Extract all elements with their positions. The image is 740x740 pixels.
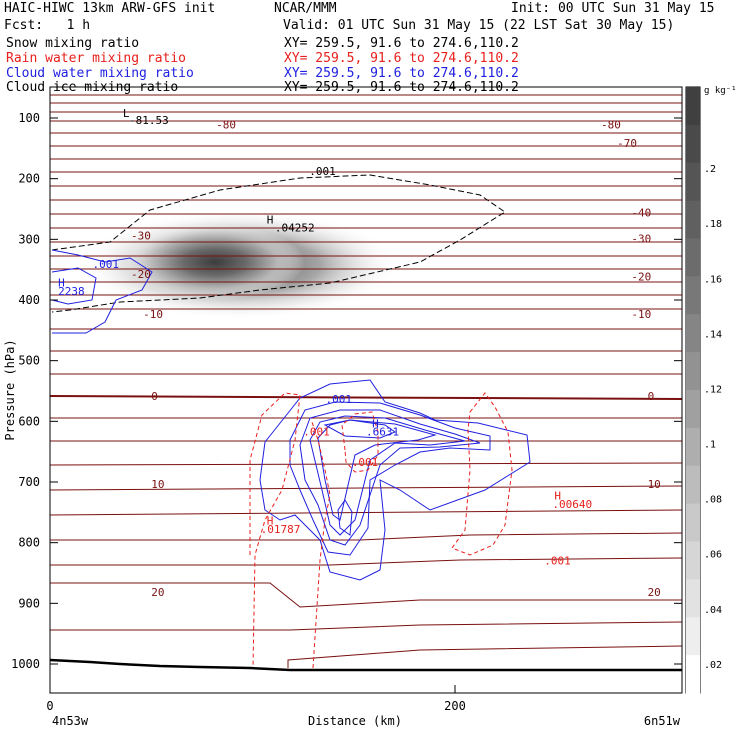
isotherm-label: -80	[601, 118, 621, 131]
isotherm-label: 0	[648, 390, 655, 403]
isotherm-label: -80	[216, 118, 236, 131]
isotherm-label: 10	[648, 478, 661, 491]
colorbar-tick-label: .2	[704, 164, 716, 175]
isotherm-label: -30	[631, 232, 651, 245]
field-xy-cloud-water: XY= 259.5, 91.6 to 274.6,110.2	[284, 66, 519, 81]
isotherm-label: 0	[151, 390, 158, 403]
contour-annotation: H	[58, 277, 65, 290]
y-tick-label: 200	[18, 172, 40, 186]
contour-annotation: .001	[544, 555, 571, 568]
contour-annotation: .001	[352, 456, 379, 469]
contour-annotation: H	[554, 490, 561, 503]
isotherm-label: 20	[151, 586, 164, 599]
x-right-location: 6n51w	[644, 714, 681, 728]
colorbar-cell	[686, 314, 700, 353]
field-xy-rain: XY= 259.5, 91.6 to 274.6,110.2	[284, 51, 519, 66]
colorbar-cell	[686, 238, 700, 277]
forecast-hour: Fcst: 1 h	[4, 18, 91, 33]
isotherm-label: -30	[131, 229, 151, 242]
colorbar-tick-label: .06	[704, 550, 722, 561]
colorbar-tick-label: .1	[704, 440, 716, 451]
colorbar-tick-label: .14	[704, 329, 722, 340]
y-tick-label: 500	[18, 354, 40, 368]
valid-time: Valid: 01 UTC Sun 31 May 15 (22 LST Sat …	[283, 18, 675, 33]
field-xy-snow: XY= 259.5, 91.6 to 274.6,110.2	[284, 36, 519, 51]
isotherm-label: 10	[151, 478, 164, 491]
x-axis-label: Distance (km)	[308, 714, 402, 728]
terrain-line	[50, 658, 682, 672]
isotherm-label: -20	[131, 268, 151, 281]
isotherm-label: -70	[617, 137, 637, 150]
y-tick-label: 1000	[11, 657, 40, 671]
colorbar-cell	[686, 390, 700, 429]
snow-001-contour	[51, 174, 506, 313]
field-label-cloud-water: Cloud water mixing ratio	[6, 66, 194, 81]
isotherm-label: -20	[631, 271, 651, 284]
colorbar-cell	[686, 579, 700, 618]
isotherm-label: 20	[648, 586, 661, 599]
colorbar-tick-label: .08	[704, 495, 722, 506]
snow-mixing-ratio-shading	[80, 210, 400, 320]
colorbar-unit: g kg⁻¹	[704, 86, 737, 96]
colorbar-cell	[686, 87, 700, 126]
contour-annotation: .04252	[275, 221, 315, 234]
contour-annotation: -81.53	[129, 114, 169, 127]
init-time: Init: 00 UTC Sun 31 May 15	[511, 1, 715, 16]
contour-annotation: .01787	[261, 523, 301, 536]
isotherm-label: -10	[631, 308, 651, 321]
field-label-rain: Rain water mixing ratio	[6, 51, 187, 66]
isotherm-contours	[50, 94, 682, 668]
colorbar-cell	[686, 352, 700, 391]
contour-annotation: L	[123, 107, 130, 120]
contour-annotation: .001	[93, 258, 120, 271]
isotherm-label: -10	[143, 308, 163, 321]
contour-annotation: .6631	[366, 425, 399, 438]
contour-annotation: .00640	[552, 498, 592, 511]
x-tick-label: 200	[444, 699, 466, 713]
colorbar-cell	[686, 541, 700, 580]
x-left-location: 4n53w	[52, 714, 89, 728]
field-label-snow: Snow mixing ratio	[6, 36, 140, 51]
y-tick-label: 300	[18, 232, 40, 246]
plot-frame	[49, 86, 683, 694]
contour-annotation: H	[267, 214, 274, 227]
y-tick-label: 900	[18, 596, 40, 610]
colorbar-tick-label: .02	[704, 660, 722, 671]
colorbar-cell	[686, 427, 700, 467]
contour-annotation: .001	[325, 393, 352, 406]
center-label: NCAR/MMM	[274, 1, 337, 16]
colorbar-tick-label: .18	[704, 219, 722, 230]
contour-annotation: H	[372, 417, 379, 430]
contour-annotation: 2238	[58, 285, 85, 298]
colorbar-cell	[686, 465, 700, 505]
rain-water-contours	[249, 392, 513, 669]
y-tick-label: 600	[18, 414, 40, 428]
colorbar-cell	[686, 124, 700, 164]
colorbar-tick-label: .16	[704, 274, 722, 285]
colorbar-cell	[686, 617, 700, 656]
isotherm-label: -40	[631, 206, 651, 219]
colorbar-tick-label: .04	[704, 605, 722, 616]
y-tick-label: 400	[18, 293, 40, 307]
model-title: HAIC-HIWC 13km ARW-GFS init	[4, 1, 216, 16]
contour-annotation: .001	[303, 425, 330, 438]
x-axis: 0 200	[46, 685, 466, 713]
y-tick-label: 700	[18, 475, 40, 489]
contour-annotation: H	[267, 514, 274, 527]
y-tick-label: 100	[18, 111, 40, 125]
contour-annotation: .001	[309, 165, 336, 178]
colorbar-cell	[686, 200, 700, 239]
colorbar-tick-label: .12	[704, 384, 722, 395]
y-tick-label: 800	[18, 536, 40, 550]
colorbar-cell	[686, 276, 700, 315]
colorbar-cell	[686, 162, 700, 202]
colorbar: .2 .18 .16 .14 .12 .1 .08 .06 .04 .02 g kg⁻¹	[685, 86, 737, 694]
colorbar-cell	[686, 503, 700, 542]
colorbar-cell	[686, 655, 700, 694]
field-xy-cloud-ice: XY= 259.5, 91.6 to 274.6,110.2	[284, 80, 519, 95]
y-axis-label: Pressure (hPa)	[3, 339, 17, 440]
x-tick-label: 0	[46, 699, 53, 713]
